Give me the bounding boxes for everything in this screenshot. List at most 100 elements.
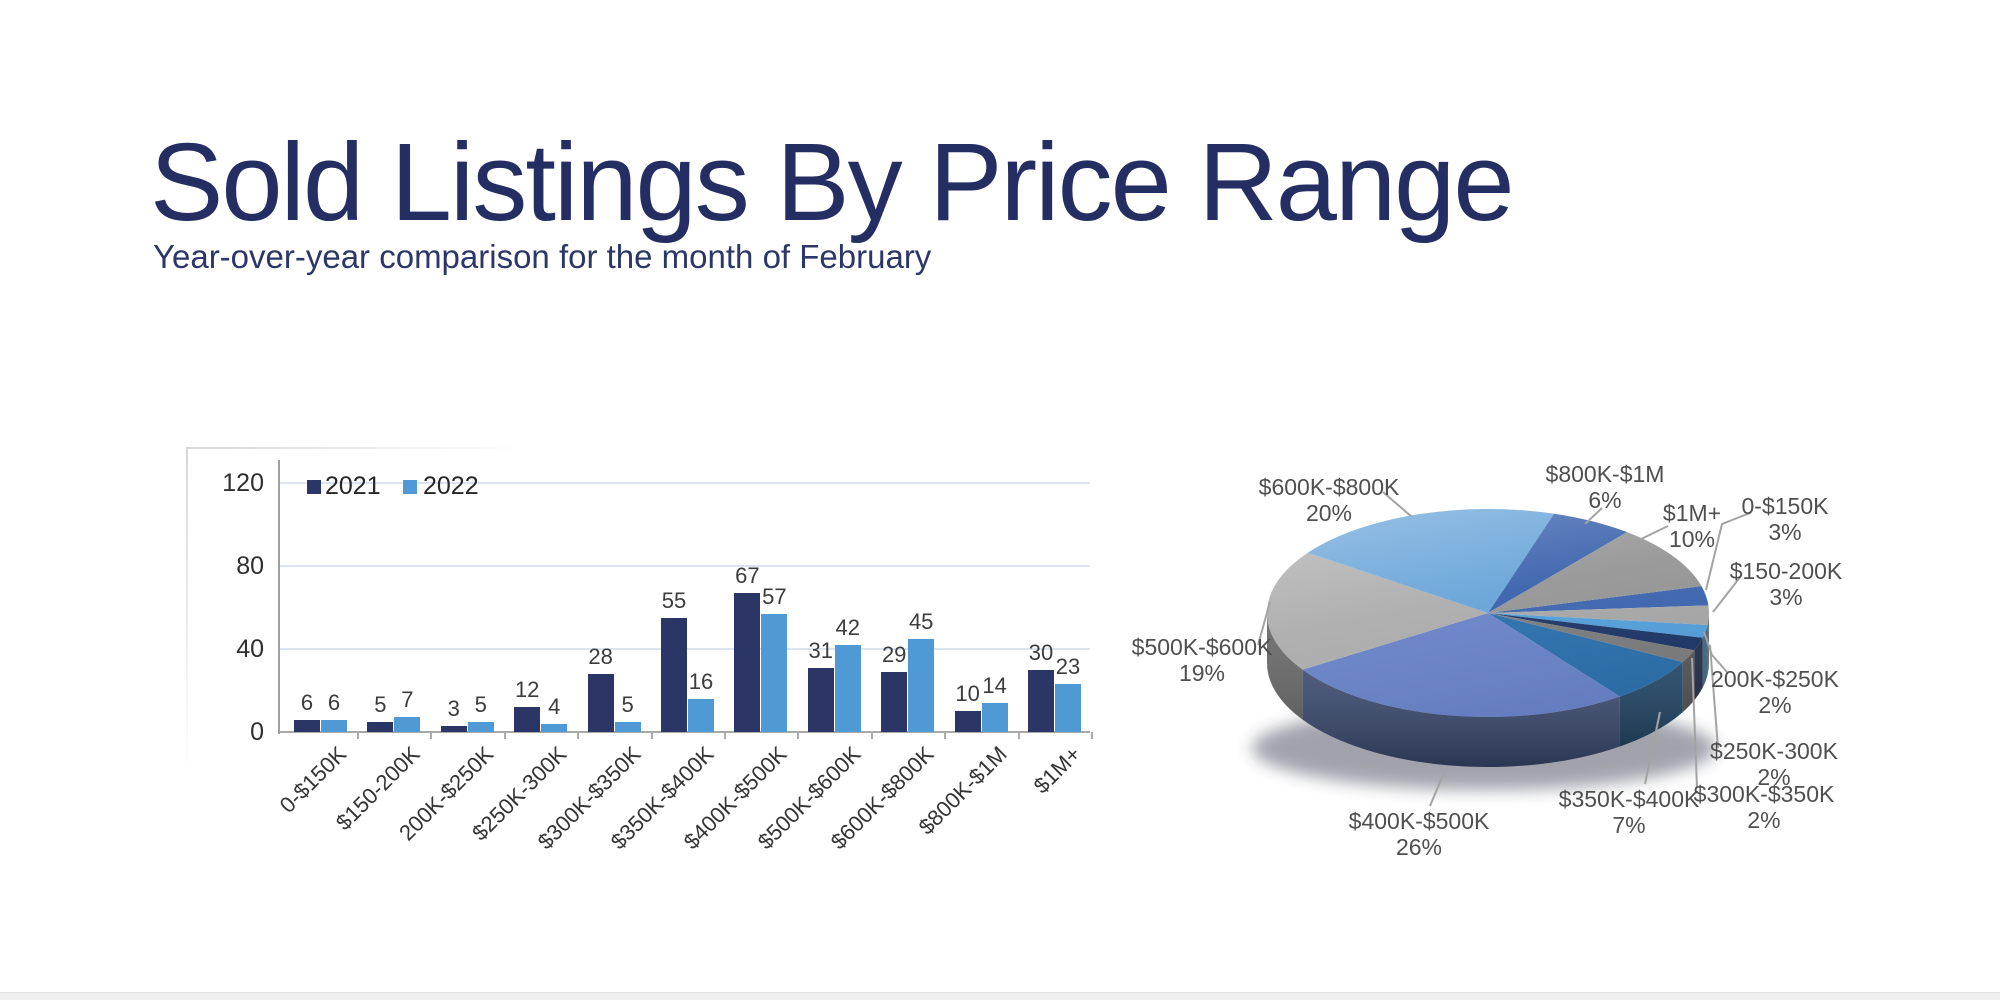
bar-value-2022-5: 16 [688,668,714,694]
pie-label-range: 200K-$250K [1711,666,1839,692]
bar-2021-10 [1028,669,1054,732]
bar-value-2021-10: 30 [1028,639,1054,665]
chart-card-edge-top [186,447,526,449]
pie-leader-$150-200K [1712,575,1742,613]
pie-label-200K-$250K: 200K-$250K 2% [1711,666,1839,718]
pie-label-range: $150-200K [1729,558,1843,584]
bar-2021-1 [367,721,394,732]
bar-chart: 0 40 80 120 2021 2022 6 6 0-$150K 5 7 $150-200K 3 5 20… [160,440,1150,870]
pie-label-$400K-$500K: $400K-$500K 26% [1349,808,1490,860]
legend-2022-label: 2022 [423,472,479,500]
pie-svg [1252,491,1751,807]
legend-2021-label: 2021 [325,472,381,500]
bar-2021-2 [440,725,467,732]
bar-value-2021-8: 29 [881,641,907,667]
bar-2022-9 [981,702,1008,732]
chart-card-edge-left [186,447,188,777]
pie-label-range: $400K-$500K [1348,808,1490,834]
bar-2022-1 [394,717,421,732]
gridline-120 [278,482,1090,484]
bar-2022-3 [541,723,568,732]
pie-label-$1M+: $1M+ 10% [1663,500,1721,552]
pie-chart-3d: 0-$150K 3% $150-200K 3% 200K-$250K 2% $250K-30… [1132,330,2000,890]
bar-value-2021-3: 12 [514,677,540,703]
pie-leader-0-$150K [1705,512,1751,591]
bar-2022-2 [467,721,494,732]
pie-side-shading [1267,613,1709,767]
bar-value-2021-9: 10 [955,681,980,707]
pie-leader-$1M+ [1640,525,1669,540]
pie-label-percent: 19% [1178,660,1226,686]
pie-leader-$350K-$400K [1644,711,1661,785]
bar-value-2021-2: 3 [447,695,460,721]
bar-value-2022-10: 23 [1055,654,1081,680]
bar-value-2021-5: 55 [661,587,687,613]
pie-label-percent: 2% [1747,807,1781,833]
pie-label-$500K-$600K: $500K-$600K 19% [1132,634,1273,686]
pie-label-percent: 20% [1305,500,1353,526]
bar-2022-8 [908,638,935,732]
pie-leader-$250K-300K [1709,644,1719,749]
pie-label-range: $350K-$400K [1558,786,1700,812]
pie-leader-200K-$250K [1703,631,1728,673]
pie-label-percent: 6% [1588,487,1622,513]
bar-2021-0 [294,719,320,732]
bar-2021-6 [734,592,761,732]
pie-label-0-$150K: 0-$150K 3% [1742,493,1829,545]
x-axis-tick-1 [430,732,433,739]
pie-label-$600K-$800K: $600K-$800K 20% [1259,474,1400,526]
x-axis-tick-6 [797,732,800,739]
x-axis-tick-0 [357,732,359,739]
bar-value-2022-3: 4 [548,693,561,719]
bar-2021-7 [807,667,834,732]
x-axis-tick-7 [870,732,873,739]
pie-label-range: $500K-$600K [1131,634,1273,660]
pie-leader-$800K-$1M [1584,507,1603,525]
bar-2021-3 [514,707,541,732]
pie-label-range: 0-$150K [1741,493,1829,519]
pie-label-percent: 2% [1758,692,1792,718]
pie-label-range: $600K-$800K [1258,474,1400,500]
bar-value-2021-7: 31 [808,637,834,663]
pie-label-range: $1M+ [1662,500,1722,526]
x-axis-tick-5 [724,732,726,739]
pie-leader-$500K-$600K [1257,601,1271,646]
x-axis-tick-9 [1017,732,1020,739]
pie-label-$350K-$400K: $350K-$400K 7% [1559,786,1700,838]
y-axis-line [278,460,280,734]
bar-value-2022-8: 45 [908,608,934,634]
pie-label-$250K-300K: $250K-300K 2% [1710,738,1838,790]
x-axis-tick-2 [503,732,506,739]
x-axis-tick-3 [577,732,580,739]
bar-value-2021-1: 5 [374,691,387,717]
bar-2021-9 [954,711,981,732]
legend-2022-swatch [403,480,417,494]
pie-label-percent: 3% [1769,584,1803,610]
x-axis-tick-4 [650,732,653,739]
page-title: Sold Listings By Price Range [150,121,1515,244]
pie-label-$150-200K: $150-200K 3% [1730,558,1843,610]
bar-2021-8 [881,671,908,732]
bar-value-2021-6: 67 [735,562,760,588]
x-axis-line [278,731,1090,733]
pie-label-percent: 2% [1757,764,1791,790]
bar-value-2022-6: 57 [762,583,787,609]
bar-2022-4 [614,721,641,732]
bar-value-2021-4: 28 [588,643,613,669]
pie-label-range: $250K-300K [1710,738,1838,764]
bar-2022-5 [688,698,714,732]
legend-2021-swatch [307,480,321,494]
pie-label-percent: 7% [1612,812,1646,838]
x-axis-label-10: $1M+ [1028,741,1086,799]
bar-2022-10 [1055,684,1081,732]
bar-2022-6 [761,613,788,732]
x-axis-tick-10 [1091,732,1093,739]
bar-value-2021-0: 6 [300,689,314,715]
pie-leader-$600K-$800K [1382,491,1413,518]
pie-top-sheen [1267,509,1709,717]
bar-value-2022-9: 14 [982,672,1007,698]
page-bottom-divider [0,992,2000,1000]
pie-label-$300K-$350K: $300K-$350K 2% [1694,781,1835,833]
bar-2021-5 [661,617,687,732]
